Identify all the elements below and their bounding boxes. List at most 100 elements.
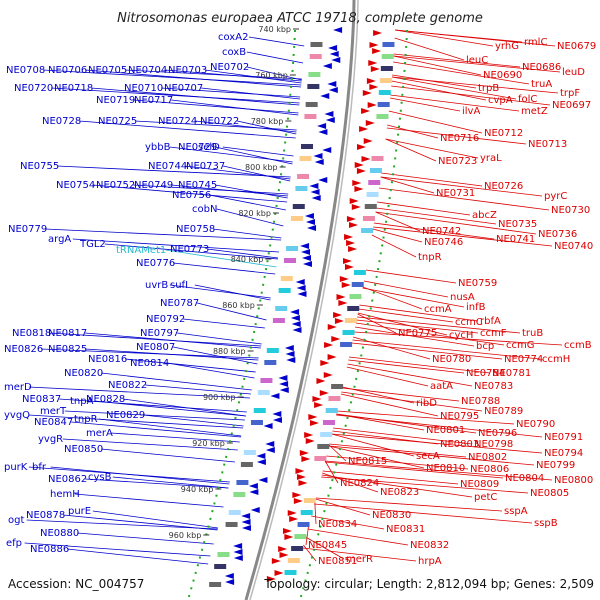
leader-line-left bbox=[248, 36, 305, 47]
leader-line-left bbox=[125, 358, 256, 373]
gene-label-left: NE0706 bbox=[48, 65, 87, 76]
leader-line-left bbox=[222, 146, 294, 157]
gene-label-right: tnpR bbox=[418, 252, 442, 263]
gene-arrow-left bbox=[297, 291, 307, 297]
gene-arrow-left bbox=[322, 63, 332, 69]
gene-label-left: NE0886 bbox=[30, 544, 69, 555]
composition-block-right bbox=[366, 192, 379, 197]
gene-arrow-right bbox=[359, 126, 369, 132]
gene-arrow-right bbox=[295, 468, 305, 474]
gene-label-right: ccmA bbox=[424, 304, 452, 315]
leader-line-right bbox=[336, 414, 543, 438]
gene-label-left: NE0880 bbox=[40, 528, 79, 539]
leader-line-right bbox=[380, 176, 435, 194]
leader-line-right bbox=[385, 138, 479, 159]
gene-label-right: NE0803 bbox=[440, 439, 479, 450]
composition-block-left bbox=[253, 408, 266, 413]
gene-arrow-right bbox=[363, 138, 373, 144]
gene-label-right: ccmH bbox=[542, 354, 570, 365]
composition-block-right bbox=[347, 306, 360, 311]
gene-label-left: NE0776 bbox=[136, 258, 175, 269]
gene-arrow-right bbox=[327, 354, 337, 360]
gene-label-left: ybbB bbox=[145, 142, 171, 153]
gene-label-left: NE0817 bbox=[48, 328, 87, 339]
gene-label-left: NE0758 bbox=[176, 224, 215, 235]
gene-arrow-right bbox=[338, 300, 348, 306]
composition-block-left bbox=[225, 522, 238, 527]
gene-label-left: uvrB bbox=[145, 280, 168, 291]
composition-block-left bbox=[280, 276, 293, 281]
leader-line-right bbox=[307, 528, 409, 546]
gene-arrow-left bbox=[310, 189, 320, 195]
leader-line-right bbox=[322, 470, 459, 485]
leader-line-left bbox=[247, 66, 302, 81]
gene-arrow-right bbox=[348, 246, 358, 252]
gene-label-right: trpF bbox=[560, 88, 580, 99]
gene-label-left: NE0829 bbox=[106, 410, 145, 421]
leader-line-left bbox=[167, 362, 255, 379]
gene-label-right: NE0736 bbox=[538, 229, 577, 240]
gene-arrow-left bbox=[265, 447, 275, 453]
gene-arrow-right bbox=[331, 336, 341, 342]
gene-label-right: NE0713 bbox=[528, 139, 567, 150]
leader-line-right bbox=[314, 503, 533, 524]
gene-arrow-right bbox=[367, 102, 377, 108]
leader-line-right bbox=[356, 319, 479, 334]
leader-line-right bbox=[352, 336, 431, 360]
composition-block-right bbox=[376, 114, 389, 119]
gene-label-left: NE0718 bbox=[54, 83, 93, 94]
leader-line-right bbox=[363, 280, 449, 298]
gene-arrow-right bbox=[279, 552, 289, 558]
gene-arrow-left bbox=[241, 513, 251, 519]
leader-line-left bbox=[201, 87, 300, 100]
composition-block-right bbox=[364, 204, 377, 209]
leader-line-right bbox=[337, 410, 515, 425]
composition-block-right bbox=[369, 168, 382, 173]
gene-arrow-left bbox=[309, 183, 319, 189]
composition-block-left bbox=[307, 84, 320, 89]
gene-arrow-right bbox=[323, 372, 333, 378]
gene-arrow-left bbox=[292, 327, 302, 333]
gene-arrow-right bbox=[320, 360, 330, 366]
composition-block-right bbox=[362, 216, 375, 221]
gene-arrow-right bbox=[278, 546, 288, 552]
gene-label-left: yvgQ bbox=[4, 410, 30, 421]
gene-label-right: trpB bbox=[478, 83, 499, 94]
gene-label-right: sspB bbox=[534, 518, 558, 529]
gene-label-right: sspA bbox=[504, 506, 528, 517]
leader-line-right bbox=[357, 313, 397, 334]
leader-line-left bbox=[123, 398, 246, 417]
composition-block-right bbox=[361, 228, 374, 233]
gene-label-left: NE0719 bbox=[96, 95, 135, 106]
gene-label-right: NE0788 bbox=[461, 396, 500, 407]
leader-line-right bbox=[377, 201, 471, 216]
gene-arrow-left bbox=[304, 213, 314, 219]
gene-label-right: NE0810 bbox=[426, 463, 465, 474]
gene-arrow-left bbox=[305, 219, 315, 225]
gene-label-right: NE0679 bbox=[557, 41, 596, 52]
composition-block-right bbox=[325, 408, 338, 413]
leader-line-left bbox=[125, 69, 302, 80]
gene-arrow-right bbox=[365, 120, 375, 126]
gene-label-left: NE0702 bbox=[210, 62, 249, 73]
gene-arrow-right bbox=[348, 222, 358, 228]
gene-arrow-left bbox=[256, 453, 266, 459]
gene-arrow-right bbox=[366, 78, 376, 84]
gene-label-left: merA bbox=[86, 428, 113, 439]
gene-label-left: NE0720 bbox=[14, 83, 53, 94]
gene-arrow-left bbox=[328, 45, 338, 51]
gene-label-left: NE0797 bbox=[140, 328, 179, 339]
gene-label-left: NE0820 bbox=[64, 368, 103, 379]
gene-label-right: NE0723 bbox=[438, 156, 477, 167]
gene-label-left: tnpA bbox=[70, 396, 94, 407]
gene-label-right: NE0806 bbox=[470, 464, 509, 475]
leader-line-right bbox=[365, 269, 457, 284]
gene-label-right: folC bbox=[518, 94, 537, 105]
leader-line-left bbox=[237, 120, 297, 135]
topology-text: Topology: circular; Length: 2,812,094 bp… bbox=[263, 577, 594, 591]
gene-label-left: TGL2 bbox=[79, 239, 106, 250]
gene-label-right: NE0781 bbox=[492, 368, 531, 379]
gene-label-left: NE0822 bbox=[108, 380, 147, 391]
composition-block-right bbox=[287, 558, 300, 563]
leader-line-right bbox=[328, 444, 347, 462]
